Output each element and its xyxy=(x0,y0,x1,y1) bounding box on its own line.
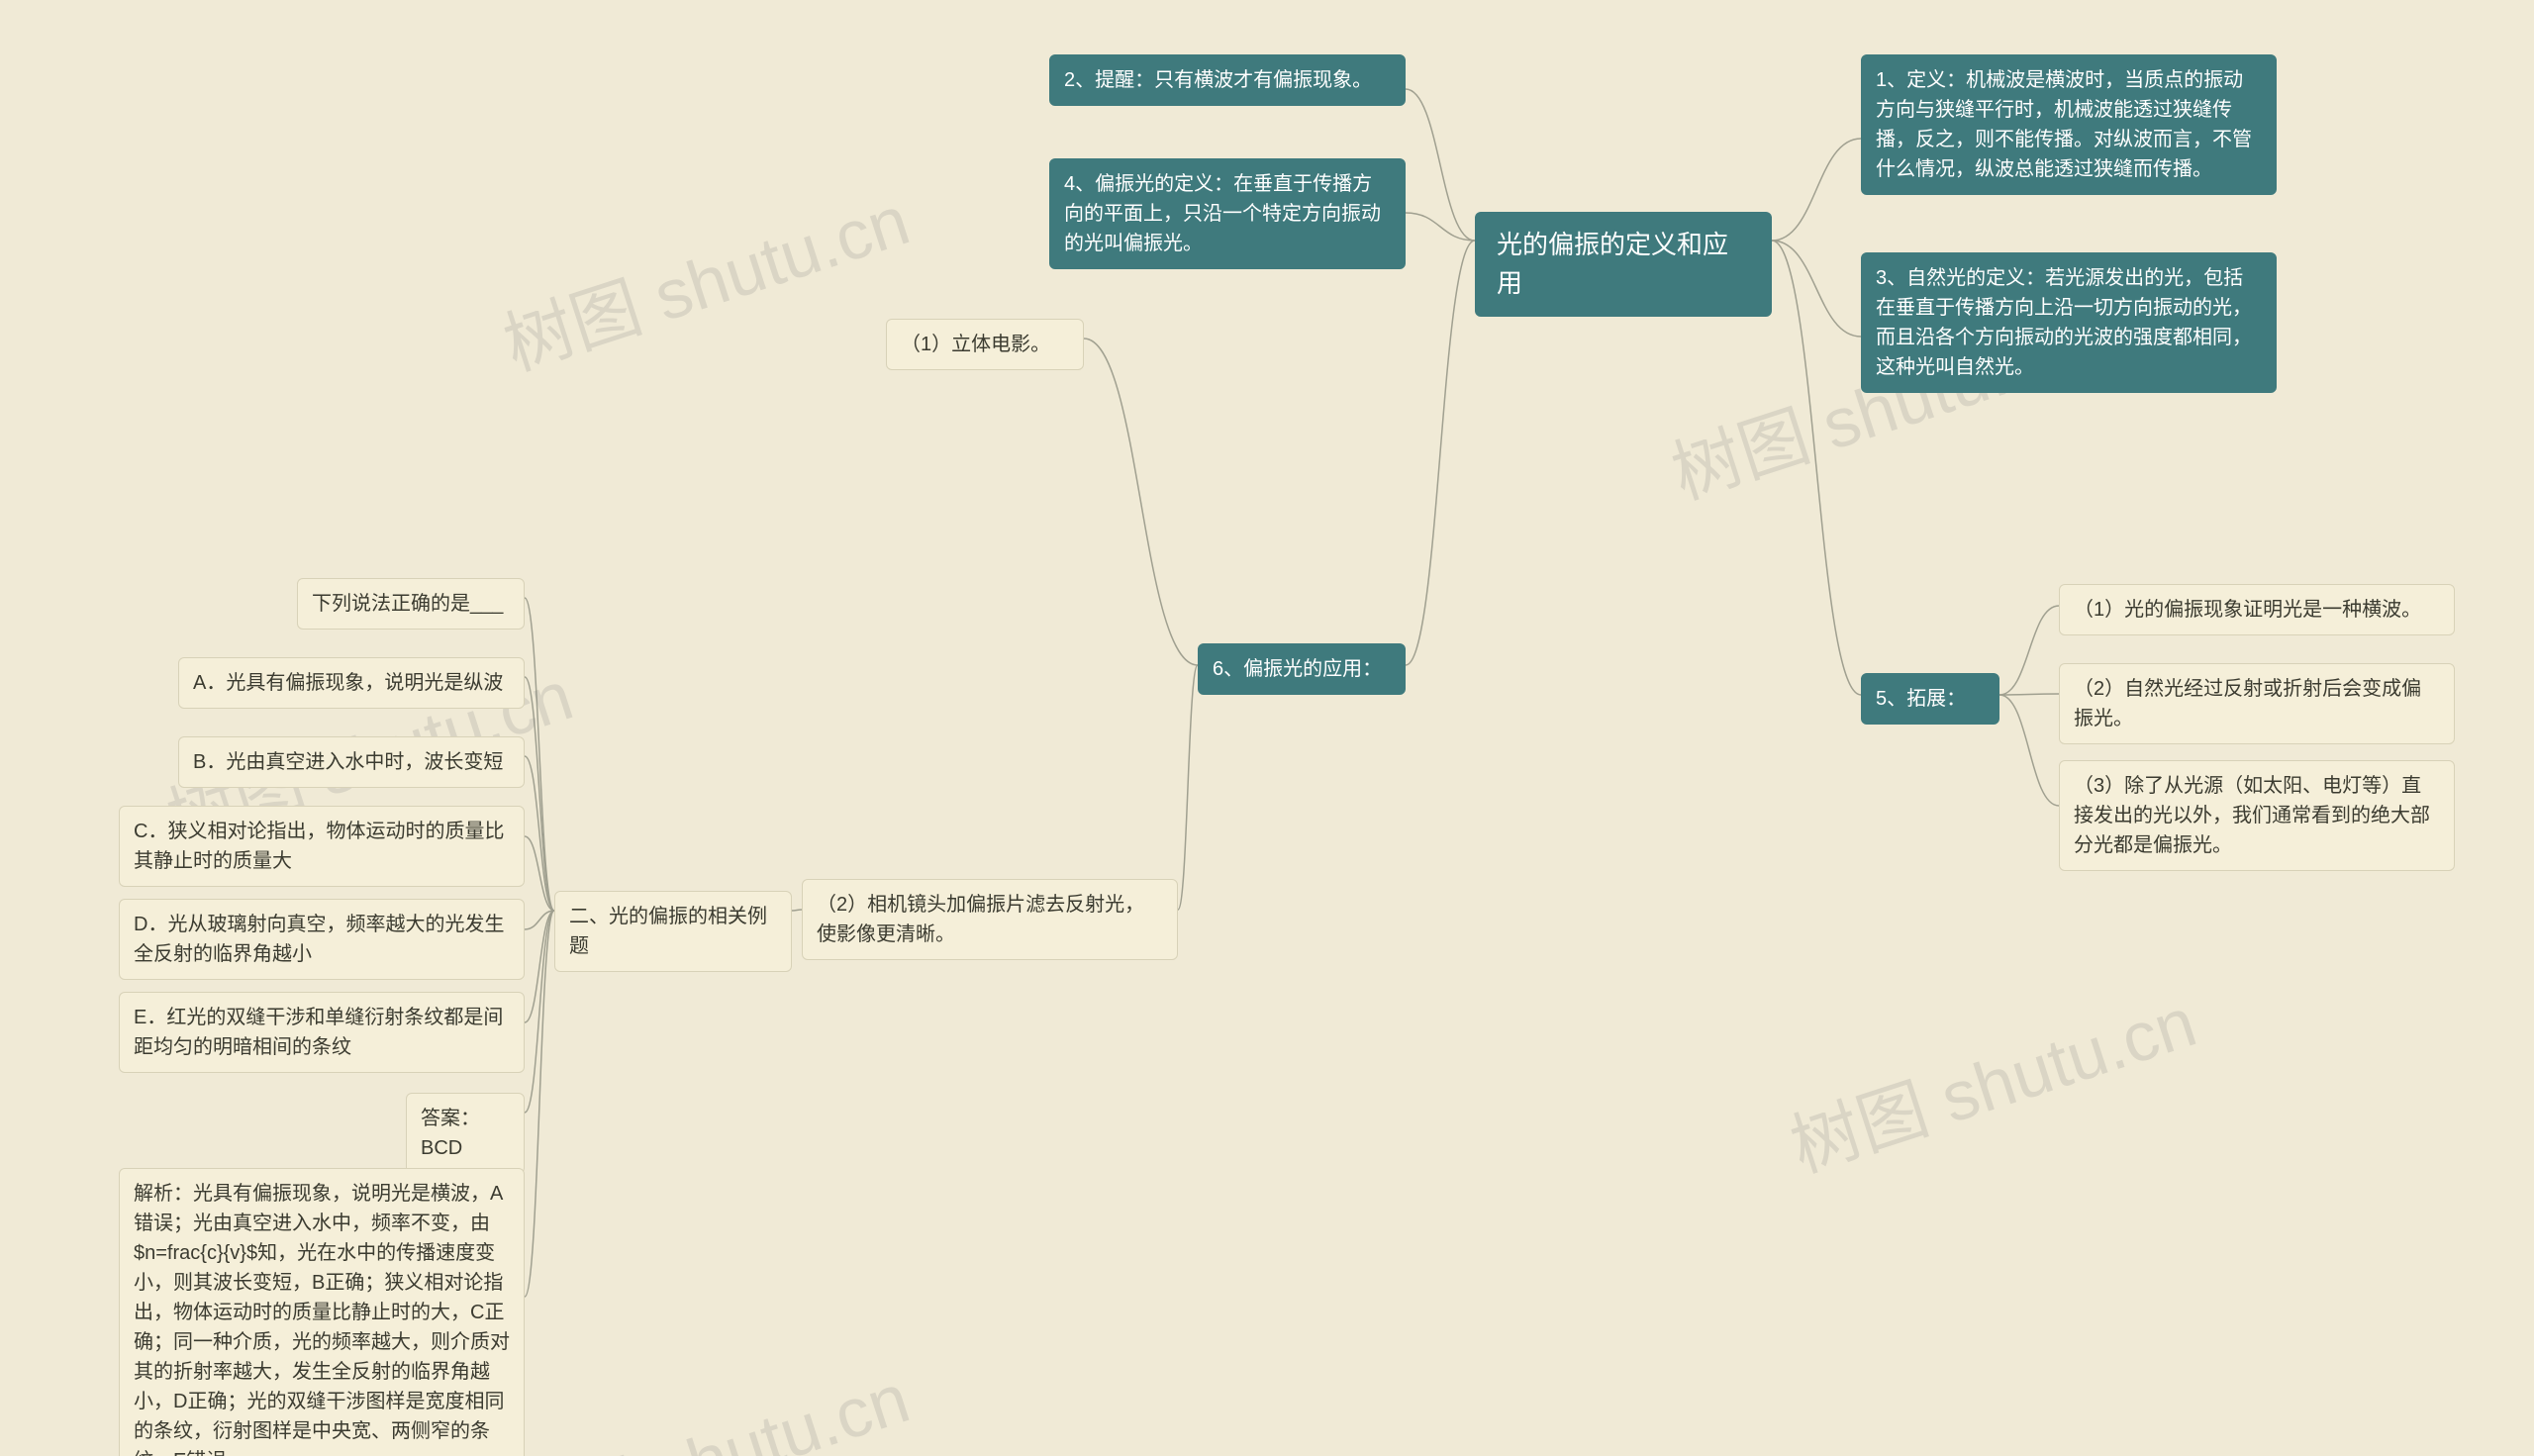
node-qa[interactable]: A．光具有偏振现象，说明光是纵波 xyxy=(178,657,525,709)
edge xyxy=(1772,139,1861,241)
node-ans[interactable]: 答案：BCD xyxy=(406,1093,525,1174)
edge xyxy=(525,756,554,911)
edge xyxy=(525,911,554,1297)
watermark: 树图 shutu.cn xyxy=(490,1343,921,1456)
mindmap-canvas: 树图 shutu.cn树图 shutu.cn树图 shutu.cn树图 shut… xyxy=(0,0,2534,1456)
node-l6b[interactable]: （2）相机镜头加偏振片滤去反射光，使影像更清晰。 xyxy=(802,879,1178,960)
edge xyxy=(1999,606,2059,695)
node-l6c[interactable]: 二、光的偏振的相关例题 xyxy=(554,891,792,972)
node-q[interactable]: 下列说法正确的是___ xyxy=(297,578,525,630)
node-qe[interactable]: E．红光的双缝干涉和单缝衍射条纹都是间距均匀的明暗相间的条纹 xyxy=(119,992,525,1073)
node-qb[interactable]: B．光由真空进入水中时，波长变短 xyxy=(178,736,525,788)
node-l6a[interactable]: （1）立体电影。 xyxy=(886,319,1084,370)
edge xyxy=(1406,213,1475,241)
node-qc[interactable]: C．狭义相对论指出，物体运动时的质量比其静止时的质量大 xyxy=(119,806,525,887)
node-r5[interactable]: 5、拓展： xyxy=(1861,673,1999,725)
edge xyxy=(525,836,554,911)
edge xyxy=(525,677,554,911)
node-l4[interactable]: 4、偏振光的定义：在垂直于传播方向的平面上，只沿一个特定方向振动的光叫偏振光。 xyxy=(1049,158,1406,269)
node-r5b[interactable]: （2）自然光经过反射或折射后会变成偏振光。 xyxy=(2059,663,2455,744)
node-l2[interactable]: 2、提醒：只有横波才有偏振现象。 xyxy=(1049,54,1406,106)
edge xyxy=(525,598,554,911)
edge xyxy=(1406,89,1475,241)
node-r5a[interactable]: （1）光的偏振现象证明光是一种横波。 xyxy=(2059,584,2455,635)
node-r3[interactable]: 3、自然光的定义：若光源发出的光，包括在垂直于传播方向上沿一切方向振动的光，而且… xyxy=(1861,252,2277,393)
edge xyxy=(525,911,554,1022)
edge xyxy=(525,911,554,1113)
watermark: 树图 shutu.cn xyxy=(1777,967,2207,1192)
node-r5c[interactable]: （3）除了从光源（如太阳、电灯等）直接发出的光以外，我们通常看到的绝大部分光都是… xyxy=(2059,760,2455,871)
node-root[interactable]: 光的偏振的定义和应用 xyxy=(1475,212,1772,317)
edge xyxy=(1772,241,1861,337)
edge xyxy=(792,910,802,911)
node-r1[interactable]: 1、定义：机械波是横波时，当质点的振动方向与狭缝平行时，机械波能透过狭缝传播，反… xyxy=(1861,54,2277,195)
edge xyxy=(1772,241,1861,695)
edge xyxy=(1999,694,2059,695)
node-expl[interactable]: 解析：光具有偏振现象，说明光是横波，A错误；光由真空进入水中，频率不变，由$n=… xyxy=(119,1168,525,1456)
watermark: 树图 shutu.cn xyxy=(490,165,921,390)
node-l6[interactable]: 6、偏振光的应用： xyxy=(1198,643,1406,695)
node-qd[interactable]: D．光从玻璃射向真空，频率越大的光发生全反射的临界角越小 xyxy=(119,899,525,980)
edge xyxy=(1084,339,1198,665)
edge xyxy=(525,911,554,929)
edge xyxy=(1999,695,2059,806)
edge xyxy=(1406,241,1475,665)
edge xyxy=(1178,665,1198,910)
